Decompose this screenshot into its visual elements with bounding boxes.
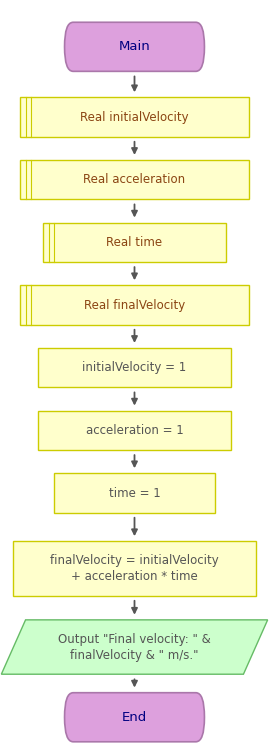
FancyBboxPatch shape <box>65 693 204 741</box>
FancyBboxPatch shape <box>38 348 231 387</box>
Text: Real initialVelocity: Real initialVelocity <box>80 110 189 124</box>
FancyBboxPatch shape <box>54 473 215 513</box>
Text: Output "Final velocity: " &
finalVelocity & " m/s.": Output "Final velocity: " & finalVelocit… <box>58 633 211 661</box>
FancyBboxPatch shape <box>13 541 256 596</box>
Text: initialVelocity = 1: initialVelocity = 1 <box>82 361 187 374</box>
Text: Real time: Real time <box>107 236 162 249</box>
Text: Main: Main <box>119 40 150 54</box>
Text: Real finalVelocity: Real finalVelocity <box>84 298 185 312</box>
FancyBboxPatch shape <box>43 223 226 262</box>
Polygon shape <box>1 620 268 674</box>
Text: finalVelocity = initialVelocity
+ acceleration * time: finalVelocity = initialVelocity + accele… <box>50 554 219 583</box>
Text: Real acceleration: Real acceleration <box>83 173 186 186</box>
Text: acceleration = 1: acceleration = 1 <box>86 424 183 437</box>
FancyBboxPatch shape <box>20 97 249 137</box>
FancyBboxPatch shape <box>20 160 249 199</box>
FancyBboxPatch shape <box>20 285 249 325</box>
FancyBboxPatch shape <box>38 411 231 450</box>
FancyBboxPatch shape <box>65 23 204 71</box>
Text: End: End <box>122 710 147 724</box>
Text: time = 1: time = 1 <box>109 486 160 500</box>
